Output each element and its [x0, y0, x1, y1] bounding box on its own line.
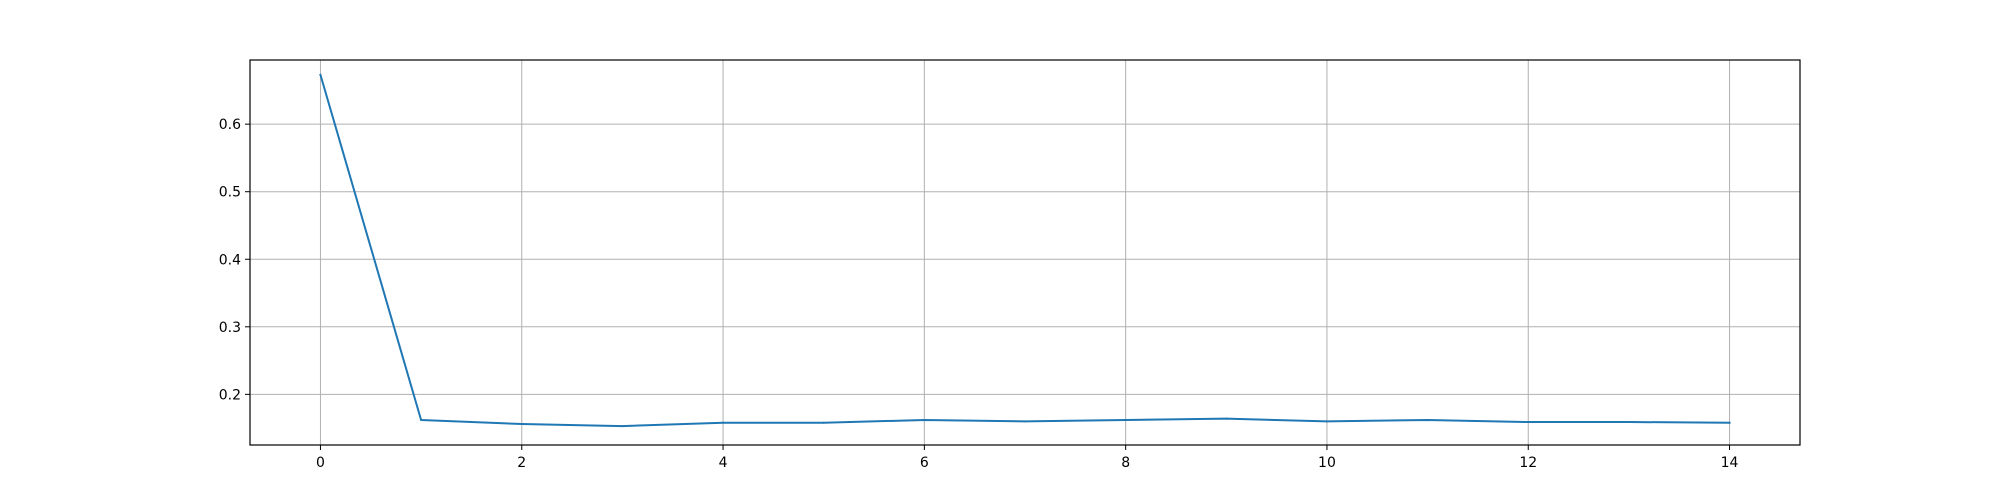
x-axis: 0 2 4 6 8 10 12 14: [316, 445, 1739, 471]
y-tick-label: 0.6: [219, 117, 241, 133]
x-tick-label: 14: [1721, 455, 1739, 471]
data-point: [923, 419, 926, 422]
data-point: [621, 425, 624, 428]
data-point: [722, 421, 725, 424]
data-point: [822, 421, 825, 424]
data-point: [1124, 419, 1127, 422]
data-point: [420, 419, 423, 422]
y-axis: 0.2 0.3 0.4 0.5 0.6: [219, 117, 250, 403]
series-line: [319, 73, 1731, 428]
x-tick-label: 2: [517, 455, 526, 471]
x-tick-label: 6: [920, 455, 929, 471]
x-tick-label: 8: [1121, 455, 1130, 471]
data-point: [319, 73, 322, 76]
data-point: [1325, 420, 1328, 423]
data-point: [1627, 421, 1630, 424]
y-tick-label: 0.3: [219, 320, 241, 336]
data-point: [1225, 417, 1228, 420]
plot-frame: [249, 59, 1801, 446]
y-tick-label: 0.4: [219, 252, 241, 268]
data-point: [1024, 420, 1026, 423]
grid-lines: [250, 60, 1800, 445]
data-point: [1728, 421, 1731, 424]
x-tick-label: 10: [1318, 455, 1336, 471]
data-point: [1426, 419, 1429, 422]
x-tick-label: 0: [316, 455, 325, 471]
data-point: [520, 423, 523, 426]
series-layer: [319, 73, 1731, 428]
data-point: [1527, 421, 1530, 424]
x-tick-label: 4: [719, 455, 728, 471]
y-tick-label: 0.5: [219, 185, 241, 201]
x-tick-label: 12: [1519, 455, 1537, 471]
y-tick-label: 0.2: [219, 387, 241, 403]
